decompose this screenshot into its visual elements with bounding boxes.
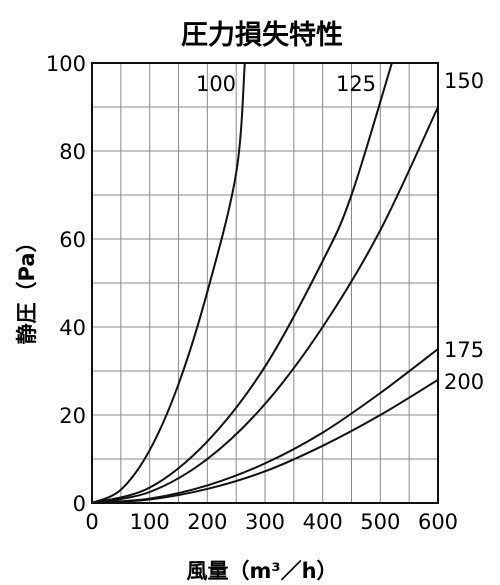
y-tick-label: 80 — [59, 140, 86, 164]
y-tick-labels: 0 20 40 60 80 100 — [46, 52, 86, 516]
series-label-175: 175 — [444, 338, 484, 362]
plot-frame — [91, 62, 439, 504]
x-tick-label: 200 — [187, 510, 227, 534]
y-tick-label: 0 — [73, 492, 86, 516]
curve-150 — [91, 106, 439, 504]
series-labels: 100 125 150 175 200 — [196, 69, 484, 394]
curve-100 — [91, 62, 246, 504]
curve-125 — [91, 62, 393, 504]
grid — [92, 63, 438, 503]
x-tick-label: 100 — [130, 510, 170, 534]
y-tick-label: 100 — [46, 52, 86, 76]
x-tick-label: 300 — [245, 510, 285, 534]
x-tick-label: 600 — [418, 510, 458, 534]
x-tick-label: 400 — [303, 510, 343, 534]
series-label-100: 100 — [196, 72, 236, 96]
y-tick-label: 40 — [59, 316, 86, 340]
x-tick-labels: 0 100 200 300 400 500 600 — [85, 510, 458, 534]
curve-200 — [91, 378, 439, 504]
series-label-125: 125 — [336, 72, 376, 96]
x-axis-label: 風量（m³／h） — [186, 559, 337, 583]
x-tick-label: 0 — [85, 510, 98, 534]
y-tick-label: 20 — [59, 404, 86, 428]
series-label-200: 200 — [444, 370, 484, 394]
y-axis-label: 静圧（Pa） — [15, 232, 39, 345]
series-label-150: 150 — [444, 69, 484, 93]
curves — [91, 62, 439, 504]
chart-title: 圧力損失特性 — [181, 20, 343, 51]
x-tick-label: 500 — [360, 510, 400, 534]
y-tick-label: 60 — [59, 228, 86, 252]
